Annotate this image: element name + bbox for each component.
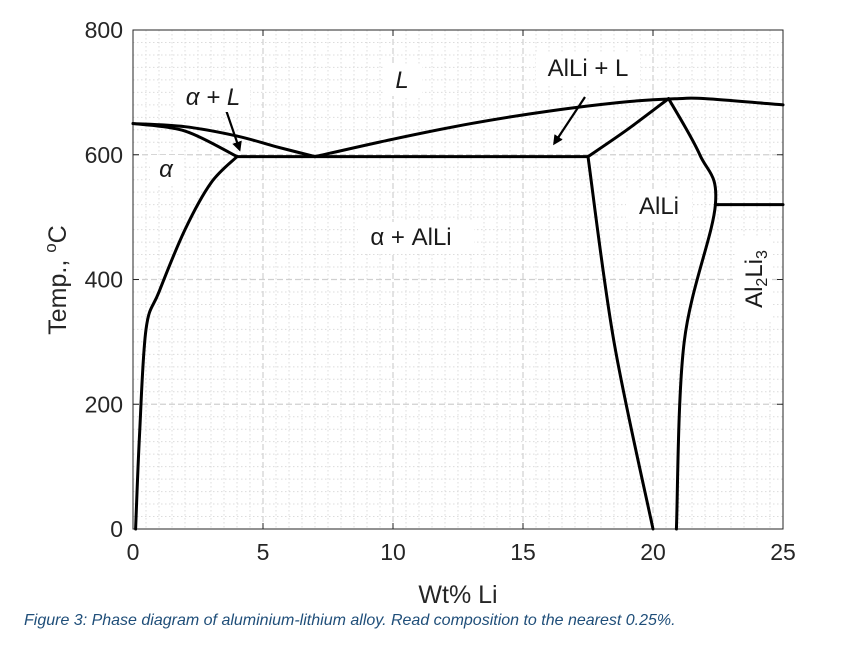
figure-caption: Figure 3: Phase diagram of aluminium-lit…	[24, 612, 676, 629]
axis-ticks: 0 5 10 15 20 25 0 200 400 600 800	[85, 17, 796, 565]
y-tick-label: 400	[85, 267, 123, 293]
phase-boundary-alli-right-boundary	[667, 97, 718, 531]
phase-boundary-alpha-solvus	[134, 155, 239, 531]
phase-boundary-curves	[131, 96, 785, 531]
al2li3-label-bg	[735, 238, 771, 322]
phase-boundary-liquidus-right	[313, 96, 785, 159]
y-axis-label: Temp., oC	[41, 225, 72, 335]
x-tick-label: 10	[380, 539, 406, 565]
x-axis-label: Wt% Li	[418, 581, 497, 609]
liquid-label-bg	[384, 64, 422, 96]
phase-boundary-alli-liquidus-left	[586, 97, 671, 159]
x-tick-label: 20	[640, 539, 666, 565]
al2li3-label: Al2Li3	[741, 250, 771, 308]
alpha-plus-liquid-label-bg	[176, 82, 250, 112]
y-tick-label: 200	[85, 391, 123, 417]
y-tick-label: 0	[110, 516, 123, 542]
phase-boundary-alli-left-boundary	[586, 155, 655, 531]
alpha-plus-liquid-label: α + L	[186, 84, 240, 111]
alpha-plus-alli-label-bg	[358, 222, 474, 254]
alpha-label: α	[159, 156, 174, 183]
x-tick-label: 15	[510, 539, 536, 565]
alpha-label-bg	[150, 155, 184, 185]
grid-lines	[133, 30, 783, 529]
x-tick-label: 0	[127, 539, 140, 565]
annotation-arrow	[224, 109, 242, 152]
x-tick-label: 5	[257, 539, 270, 565]
alli-plus-liquid-label-bg	[536, 52, 640, 84]
phase-boundary-liquidus-left	[131, 122, 317, 159]
liquid-label: L	[395, 67, 408, 94]
phase-diagram-chart: 0 5 10 15 20 25 0 200 400 600 800 α + L L AlLi + L…	[41, 17, 796, 609]
annotation-arrows	[224, 96, 586, 152]
y-tick-label: 800	[85, 17, 123, 43]
alpha-plus-alli-label: α + AlLi	[370, 224, 451, 251]
y-tick-label: 600	[85, 142, 123, 168]
annotation-arrow	[553, 96, 586, 146]
alli-label-bg	[626, 190, 692, 222]
x-tick-label: 25	[770, 539, 796, 565]
alli-plus-liquid-label: AlLi + L	[548, 55, 629, 82]
alli-label: AlLi	[639, 193, 679, 220]
